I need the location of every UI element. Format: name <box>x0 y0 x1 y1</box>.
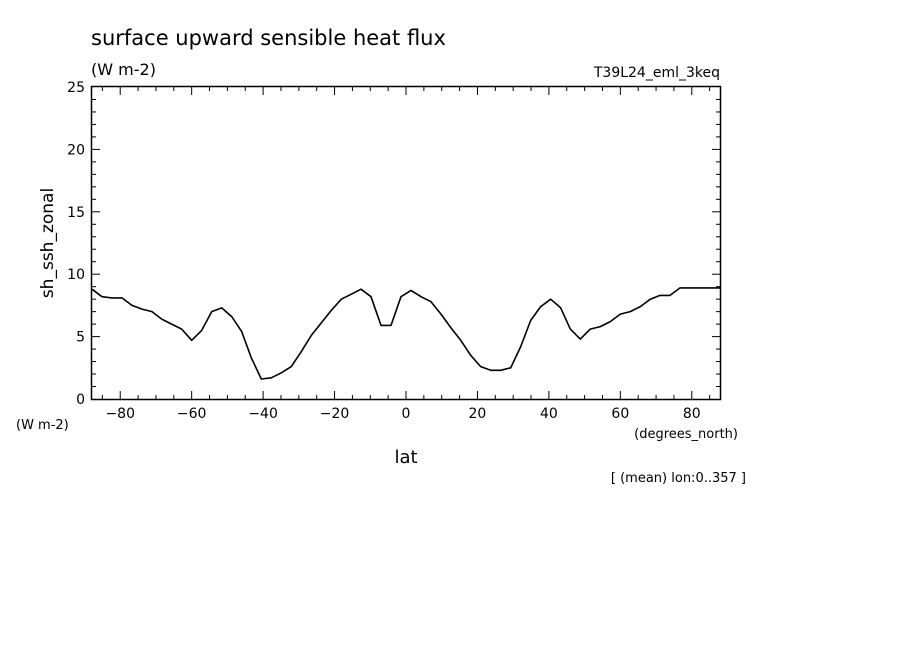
y-tick-label: 20 <box>67 142 85 158</box>
x-tick-label: −60 <box>177 406 207 422</box>
y-tick-label: 25 <box>67 80 85 96</box>
chart-title: surface upward sensible heat flux <box>91 26 446 50</box>
run-label: T39L24_eml_3keq <box>593 65 720 81</box>
y-tick-label: 10 <box>67 267 85 283</box>
x-tick-label: 80 <box>683 406 701 422</box>
plot-frame <box>90 85 722 401</box>
x-tick-label: −40 <box>248 406 278 422</box>
x-tick-label: 0 <box>402 406 411 422</box>
x-tick-label: 40 <box>540 406 558 422</box>
y-axis-label: sh_ssh_zonal <box>38 188 58 298</box>
y-tick-label: 15 <box>67 205 85 221</box>
y-tick-label: 5 <box>76 330 85 346</box>
axis-tick-labels: −80 −60 −40 −20 0 20 40 60 80 0 5 10 15 20 25 <box>67 80 701 422</box>
y-tick-label: 0 <box>76 392 85 408</box>
x-tick-label: −80 <box>105 406 135 422</box>
footnote: [ (mean) lon:0..357 ] <box>611 471 746 486</box>
x-tick-label: 20 <box>469 406 487 422</box>
title-units: (W m-2) <box>91 60 156 79</box>
x-tick-label: 60 <box>611 406 629 422</box>
series-line <box>91 287 720 380</box>
x-axis-label: lat <box>394 447 417 468</box>
axis-ticks <box>92 87 720 399</box>
series-layer <box>91 287 720 380</box>
y-axis-units: (W m-2) <box>16 418 69 433</box>
x-axis-units: (degrees_north) <box>634 427 738 442</box>
x-tick-label: −20 <box>320 406 350 422</box>
